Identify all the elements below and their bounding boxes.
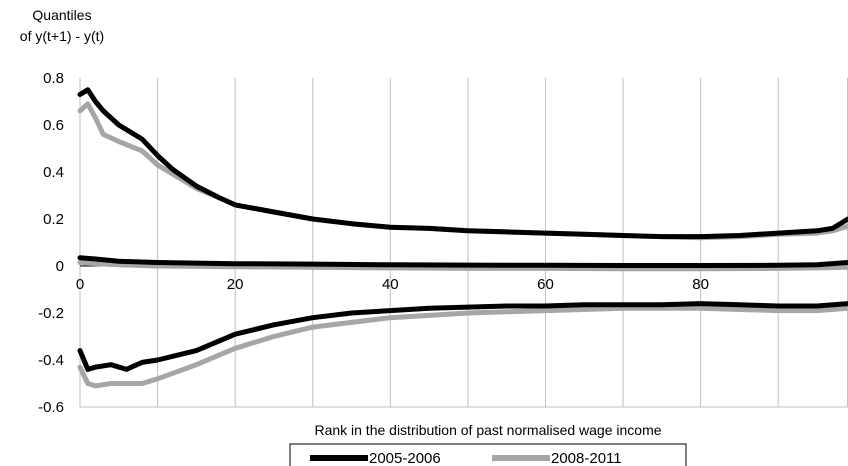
y-tick-label: 0.8 [43,70,64,87]
series-line-2005-2006-upper [77,87,848,240]
series-line-2005-2006-median [77,255,848,268]
y-tick-label: -0.2 [38,305,64,322]
series-line-2008-2011-lower [77,305,848,389]
series-lines [77,87,848,389]
y-axis-title-line-1: Quantiles [32,7,91,23]
x-axis-title: Rank in the distribution of past normali… [314,422,661,438]
series-line-2005-2006-lower [77,301,848,372]
y-tick-label: 0.6 [43,117,64,134]
y-tick-label: 0 [56,258,64,275]
x-tick-label: 20 [227,276,244,293]
vertical-gridlines [79,78,848,408]
y-axis-title-line-2: of y(t+1) - y(t) [20,28,104,44]
x-tick-label: 0 [76,276,84,293]
x-tick-label: 40 [382,276,399,293]
x-tick-label: 80 [692,276,709,293]
y-tick-label: 0.4 [43,164,64,181]
y-tick-label: -0.6 [38,399,64,416]
y-tick-label: 0.2 [43,211,64,228]
series-line-2008-2011-upper [77,101,848,241]
legend-label-2005-2006: 2005-2006 [369,450,441,466]
y-axis-tick-labels: 0.8 0.6 0.4 0.2 0 -0.2 -0.4 -0.6 [38,70,64,416]
x-tick-label: 60 [537,276,554,293]
x-axis-tick-labels: 0 20 40 60 80 [76,276,709,293]
legend-label-2008-2011: 2008-2011 [551,450,622,466]
y-tick-label: -0.4 [38,352,64,369]
series-line-2008-2011-median [77,260,848,272]
legend: 2005-2006 2008-2011 [289,443,687,466]
legend-box [289,443,687,466]
